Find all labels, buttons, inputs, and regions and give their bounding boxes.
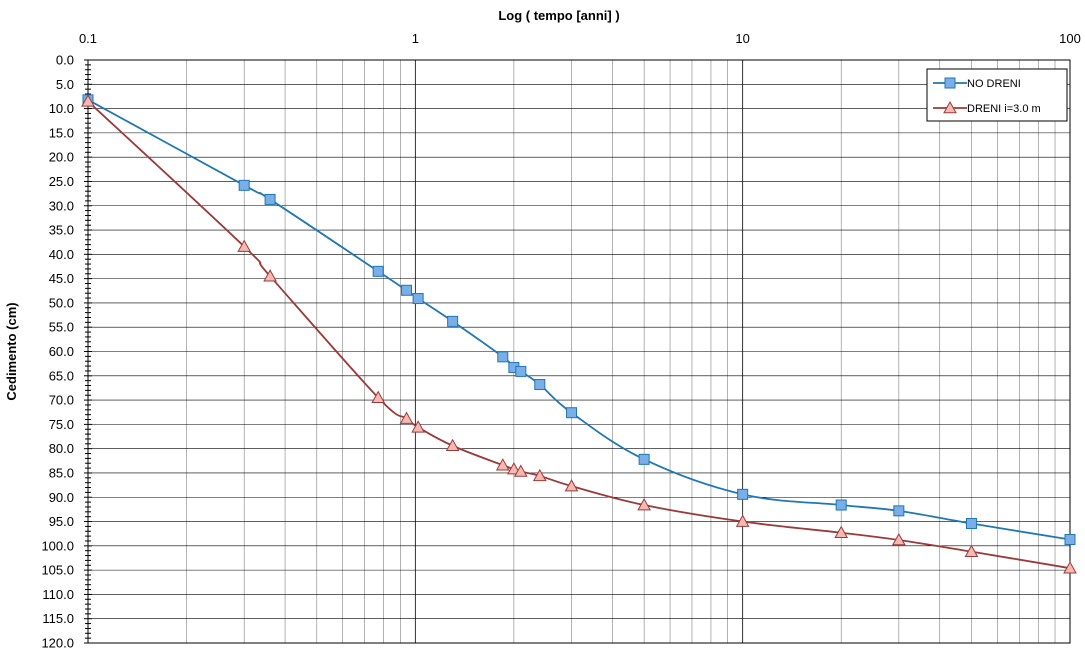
- data-point: [399, 411, 414, 424]
- y-tick-label: 20.0: [49, 150, 74, 165]
- y-tick-label: 55.0: [49, 320, 74, 335]
- legend-marker: [944, 77, 956, 89]
- x-tick-label: 1: [412, 31, 419, 46]
- data-point: [401, 284, 413, 296]
- series-layer: [81, 94, 1077, 574]
- major-gridlines: [87, 59, 1071, 644]
- y-tick-label: 60.0: [49, 344, 74, 359]
- data-point: [412, 293, 424, 305]
- data-point: [513, 464, 528, 477]
- y-axis-minor-ticks: [84, 59, 92, 644]
- data-point: [263, 269, 277, 282]
- data-point: [637, 497, 651, 511]
- data-point: [411, 420, 425, 433]
- y-tick-label: 75.0: [49, 417, 74, 432]
- legend-marker: [943, 100, 957, 114]
- series-dreni: [81, 94, 1077, 574]
- y-tick-label: 70.0: [49, 393, 74, 408]
- legend: NO DRENI DRENI i=3.0 m: [926, 68, 1068, 122]
- series-line: [87, 99, 1071, 541]
- data-point: [497, 351, 509, 363]
- data-point: [834, 525, 849, 539]
- x-axis-title: Log ( tempo [anni] ): [498, 8, 619, 23]
- y-tick-label: 15.0: [49, 125, 74, 140]
- y-tick-label: 90.0: [49, 490, 74, 505]
- series-no-dreni: [82, 94, 1076, 546]
- y-tick-label: 105.0: [41, 563, 74, 578]
- x-axis-tick-labels: 0.1 1 10 100: [79, 31, 1081, 46]
- x-tick-label: 10: [735, 31, 749, 46]
- x-tick-label: 100: [1059, 31, 1081, 46]
- y-tick-label: 120.0: [41, 636, 74, 651]
- data-point: [737, 488, 749, 500]
- legend-label: DRENI i=3.0 m: [967, 103, 1041, 115]
- data-point: [735, 514, 750, 527]
- x-tick-label: 0.1: [79, 31, 97, 46]
- data-point: [445, 438, 460, 452]
- data-point: [515, 365, 527, 377]
- data-point: [532, 468, 547, 482]
- data-point: [964, 544, 979, 557]
- y-tick-label: 45.0: [49, 271, 74, 286]
- y-tick-label: 35.0: [49, 223, 74, 238]
- series-line: [87, 100, 1071, 570]
- y-tick-label: 95.0: [49, 514, 74, 529]
- y-tick-label: 115.0: [42, 611, 74, 626]
- y-tick-label: 5.0: [56, 77, 74, 92]
- legend-label: NO DRENI: [967, 78, 1021, 90]
- data-point: [371, 390, 386, 403]
- y-tick-label: 30.0: [49, 198, 74, 213]
- data-point: [372, 265, 384, 277]
- y-tick-label: 65.0: [49, 368, 74, 383]
- data-point: [891, 532, 906, 546]
- data-point: [495, 458, 510, 471]
- y-tick-label: 0.0: [56, 53, 74, 68]
- legend-items: NO DRENI DRENI i=3.0 m: [933, 77, 1041, 115]
- y-tick-label: 80.0: [49, 441, 74, 456]
- data-point: [507, 462, 521, 475]
- data-point: [965, 517, 977, 529]
- data-point: [564, 479, 579, 492]
- y-tick-label: 85.0: [49, 465, 74, 480]
- data-point: [835, 499, 847, 511]
- y-axis-tick-labels: 0.0 5.0 10.0 15.0 20.0 25.0 30.0 35.0 40.0 45.0 50…: [41, 53, 74, 651]
- y-tick-label: 40.0: [49, 247, 74, 262]
- legend-entry: DRENI i=3.0 m: [933, 100, 1041, 115]
- y-tick-label: 50.0: [49, 295, 74, 310]
- data-point: [1063, 561, 1077, 574]
- legend-entry: NO DRENI: [933, 77, 1021, 90]
- y-tick-label: 110.0: [42, 587, 74, 602]
- data-point: [1064, 534, 1076, 546]
- y-axis-title: Cedimento (cm): [4, 302, 19, 400]
- y-tick-label: 100.0: [41, 538, 74, 553]
- data-point: [566, 407, 578, 419]
- y-tick-label: 10.0: [49, 101, 74, 116]
- data-point: [238, 179, 250, 191]
- data-point: [638, 453, 650, 465]
- data-point: [534, 379, 546, 391]
- data-point: [81, 94, 95, 107]
- data-point: [893, 505, 905, 517]
- data-point: [237, 239, 252, 252]
- data-point: [264, 193, 276, 205]
- y-tick-label: 25.0: [49, 174, 74, 189]
- data-point: [447, 315, 459, 327]
